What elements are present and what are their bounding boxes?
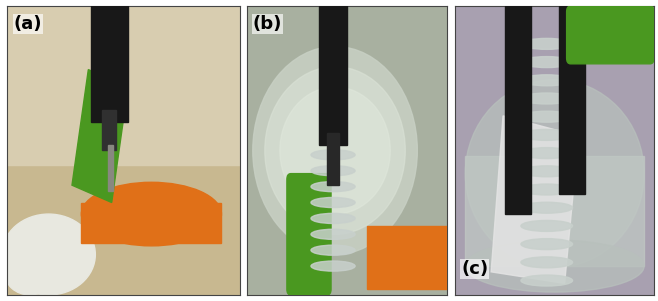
Ellipse shape <box>2 214 95 295</box>
Bar <box>82 203 222 243</box>
Ellipse shape <box>311 182 355 192</box>
Ellipse shape <box>521 147 572 159</box>
Ellipse shape <box>311 245 355 255</box>
Bar <box>367 226 451 289</box>
Ellipse shape <box>369 228 445 286</box>
Ellipse shape <box>311 229 355 239</box>
Bar <box>327 133 339 185</box>
Ellipse shape <box>521 184 572 195</box>
Ellipse shape <box>4 249 56 295</box>
Ellipse shape <box>521 39 572 49</box>
Ellipse shape <box>521 111 572 122</box>
Text: (b): (b) <box>253 15 282 33</box>
Bar <box>559 6 584 194</box>
Ellipse shape <box>521 239 572 250</box>
Bar <box>103 110 116 150</box>
Text: (c): (c) <box>461 260 488 278</box>
Bar <box>7 6 240 165</box>
Polygon shape <box>72 70 128 203</box>
Ellipse shape <box>280 87 390 214</box>
Bar <box>505 6 531 214</box>
Ellipse shape <box>521 257 572 268</box>
Ellipse shape <box>521 275 572 286</box>
Ellipse shape <box>311 166 355 176</box>
Bar <box>319 6 347 145</box>
Ellipse shape <box>465 80 644 268</box>
Bar <box>108 145 113 191</box>
Ellipse shape <box>521 75 572 86</box>
Bar <box>91 6 128 122</box>
Ellipse shape <box>253 46 417 255</box>
Ellipse shape <box>521 166 572 177</box>
Ellipse shape <box>265 67 405 234</box>
Polygon shape <box>491 116 578 284</box>
FancyBboxPatch shape <box>287 174 331 295</box>
Ellipse shape <box>311 261 355 271</box>
Ellipse shape <box>311 213 355 223</box>
Text: (a): (a) <box>14 15 42 33</box>
Ellipse shape <box>521 129 572 140</box>
Ellipse shape <box>465 240 644 292</box>
Ellipse shape <box>311 197 355 208</box>
Ellipse shape <box>521 93 572 104</box>
Bar <box>465 156 644 266</box>
Ellipse shape <box>521 202 572 213</box>
Ellipse shape <box>521 220 572 231</box>
Ellipse shape <box>521 57 572 67</box>
Ellipse shape <box>311 150 355 160</box>
Ellipse shape <box>82 182 222 246</box>
FancyBboxPatch shape <box>567 6 654 64</box>
